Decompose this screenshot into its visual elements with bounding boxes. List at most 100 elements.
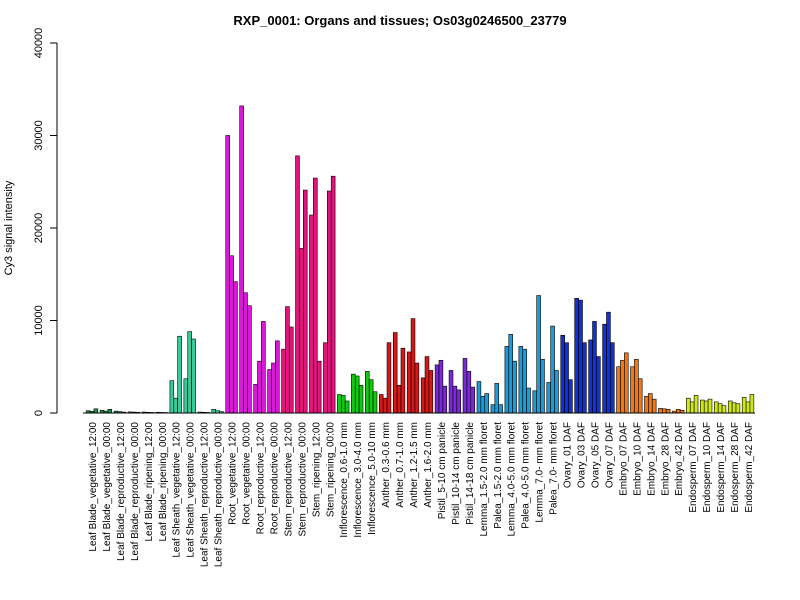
bar xyxy=(330,175,336,414)
bar xyxy=(434,364,440,414)
bar xyxy=(484,393,489,414)
bar xyxy=(637,378,643,414)
bar xyxy=(233,281,238,414)
bar xyxy=(651,398,657,414)
bar xyxy=(323,342,328,414)
bar xyxy=(358,384,364,414)
category-label: Leaf Blade_reproductive_00:00 xyxy=(130,422,141,561)
bar xyxy=(707,398,713,414)
bar xyxy=(295,155,300,414)
category-label: Anther_0.3-0.6 mm xyxy=(381,422,392,508)
category-label: Palea_4.0-5.0 mm floret xyxy=(521,422,532,529)
category-label: Leaf Sheath_vegetative_12:00 xyxy=(172,422,183,558)
bar xyxy=(442,385,448,414)
category-label: Lemma_4.0-5.0 mm floret xyxy=(507,422,518,537)
bar xyxy=(480,396,486,414)
bar xyxy=(187,331,192,414)
category-label: Ovary_05 DAF xyxy=(590,422,601,488)
bar xyxy=(564,342,569,414)
bar xyxy=(225,135,230,414)
bar xyxy=(392,332,398,414)
bar xyxy=(438,359,444,414)
bar xyxy=(606,311,611,414)
category-label: Inflorescence_0.6-1.0 mm xyxy=(339,422,350,538)
category-label: Stem_ripening_12:00 xyxy=(311,422,322,518)
bar xyxy=(372,391,378,414)
x-axis: Leaf Blade_vegetative_12:00 Leaf Blade_ve… xyxy=(88,422,755,568)
category-label: Leaf Sheath_reproductive_00:00 xyxy=(214,422,225,568)
bar xyxy=(568,379,573,414)
bar xyxy=(658,408,663,414)
bar xyxy=(717,403,723,414)
category-label: Embryo_42 DAF xyxy=(674,422,685,496)
bar xyxy=(414,362,420,414)
bar xyxy=(378,394,384,414)
bar xyxy=(327,190,332,414)
bar xyxy=(490,404,496,414)
category-label: Lemma_7.0- mm floret xyxy=(535,422,546,523)
bar xyxy=(518,346,524,414)
bar xyxy=(624,352,629,414)
bar xyxy=(644,396,649,414)
bar xyxy=(741,396,747,414)
bar xyxy=(247,305,252,414)
bar xyxy=(602,323,607,414)
category-label: Stem_ripening_00:00 xyxy=(325,422,336,518)
category-label: Pistil_10-14 cm panicle xyxy=(451,422,462,525)
bar xyxy=(689,401,695,414)
bar xyxy=(302,189,308,414)
bar xyxy=(620,359,625,414)
category-label: Anther_1.2-1.5 mm xyxy=(409,422,420,508)
bar xyxy=(229,255,234,414)
category-label: Pistil_14-18 cm panicle xyxy=(465,422,476,525)
bar xyxy=(522,348,527,414)
category-label: Stem_reproductive_12:00 xyxy=(283,422,294,537)
bar xyxy=(540,359,545,414)
bar xyxy=(560,334,565,414)
category-label: Leaf Blade_ripening_12:00 xyxy=(144,422,155,542)
bar xyxy=(424,356,430,414)
category-label: Root_reproductive_00:00 xyxy=(269,422,280,535)
bar xyxy=(177,335,182,414)
bar xyxy=(183,378,189,414)
bar xyxy=(368,379,374,414)
category-label: Leaf Blade_ripening_00:00 xyxy=(158,422,169,542)
bar xyxy=(596,356,601,414)
bar xyxy=(420,377,426,414)
category-label: Root_reproductive_12:00 xyxy=(255,422,266,535)
bar xyxy=(173,397,178,414)
bar xyxy=(406,351,412,414)
bar xyxy=(749,394,755,414)
bar xyxy=(588,339,593,414)
bar xyxy=(257,360,262,414)
category-label: Endosperm_42 DAF xyxy=(744,422,755,513)
bar xyxy=(592,321,597,414)
bar xyxy=(285,306,290,414)
bar xyxy=(299,248,304,414)
category-label: Leaf Blade_reproductive_12:00 xyxy=(116,422,127,561)
bar xyxy=(713,401,719,414)
category-label: Anther_0.7-1.0 mm xyxy=(395,422,406,508)
bar xyxy=(610,342,615,414)
category-label: Embryo_14 DAF xyxy=(646,422,657,496)
category-label: Lemma_1.5-2.0 mm floret xyxy=(479,422,490,537)
category-label: Endosperm_28 DAF xyxy=(730,422,741,513)
category-label: Endosperm_14 DAF xyxy=(716,422,727,513)
bar xyxy=(498,404,503,414)
bar xyxy=(344,400,350,414)
bar xyxy=(386,342,392,414)
bar xyxy=(107,408,113,414)
bar xyxy=(243,292,248,414)
bar xyxy=(731,402,737,414)
category-label: Leaf Blade_vegetative_12:00 xyxy=(88,422,99,552)
bar xyxy=(554,370,559,414)
bar xyxy=(578,299,583,414)
category-label: Ovary_03 DAF xyxy=(577,422,588,488)
bar xyxy=(675,408,681,414)
bar xyxy=(630,366,635,414)
bar xyxy=(351,373,356,414)
bars xyxy=(83,105,755,414)
bar xyxy=(476,381,482,414)
